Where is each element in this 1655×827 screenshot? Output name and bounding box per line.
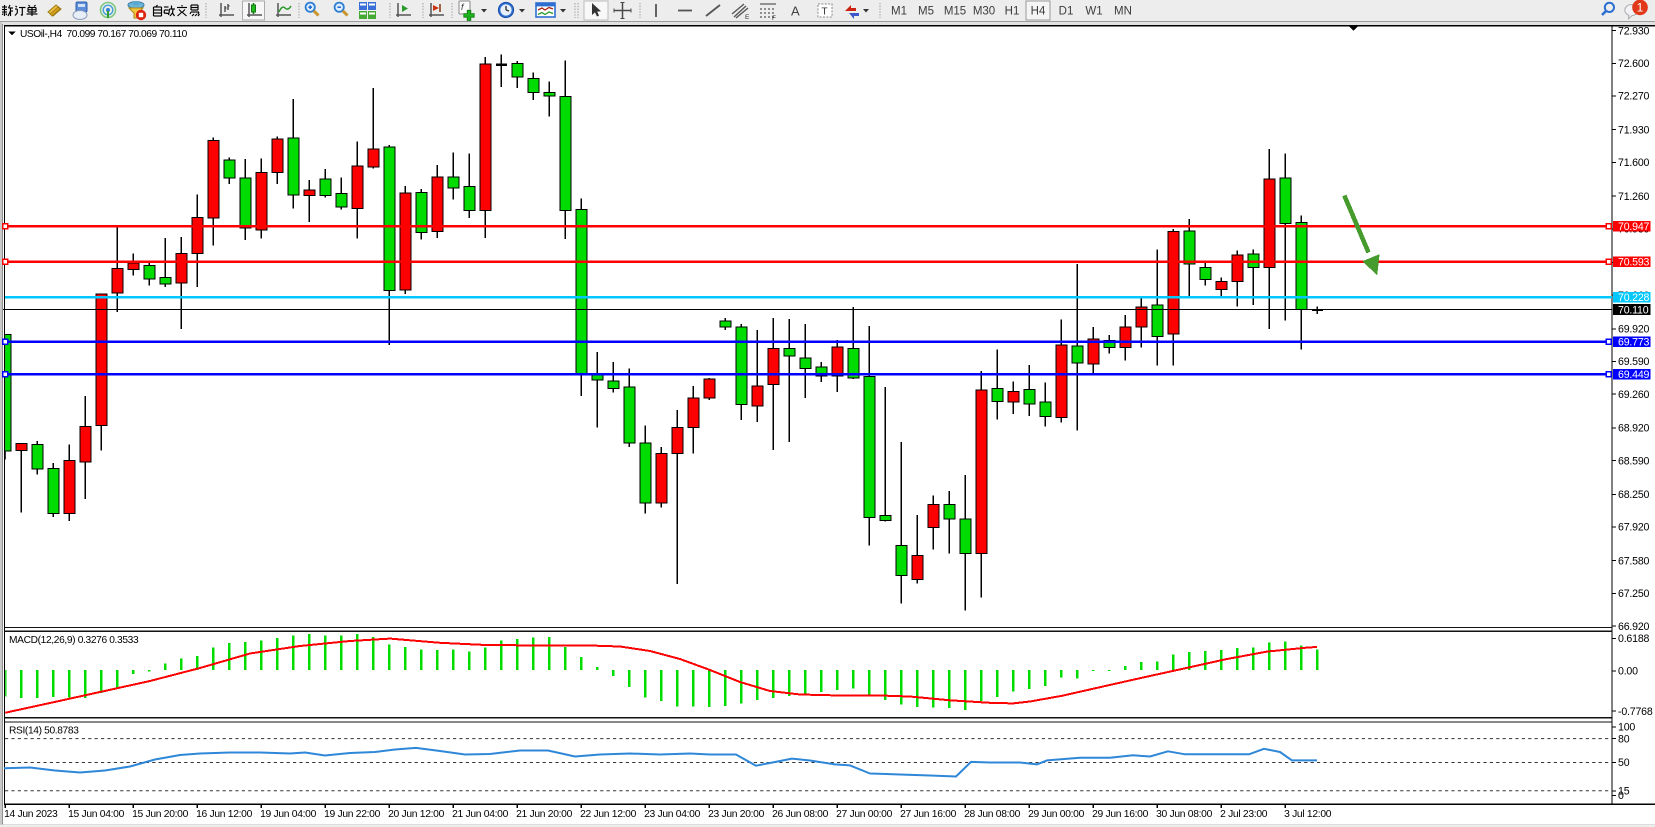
svg-text:69.449: 69.449: [1618, 369, 1650, 381]
svg-text:15 Jun 04:00: 15 Jun 04:00: [68, 809, 125, 820]
svg-text:D1: D1: [1059, 6, 1074, 18]
svg-text:21 Jun 04:00: 21 Jun 04:00: [452, 809, 509, 820]
svg-text:69.590: 69.590: [1618, 356, 1650, 368]
svg-text:W1: W1: [1085, 6, 1102, 18]
svg-text:67.250: 67.250: [1618, 588, 1650, 600]
svg-text:M30: M30: [973, 6, 995, 18]
svg-text:70.593: 70.593: [1618, 257, 1650, 269]
svg-text:RSI(14) 50.8783: RSI(14) 50.8783: [9, 725, 79, 736]
svg-text:72.930: 72.930: [1618, 25, 1650, 37]
svg-text:66.920: 66.920: [1618, 621, 1650, 633]
svg-text:29 Jun 00:00: 29 Jun 00:00: [1028, 809, 1085, 820]
svg-text:f: f: [461, 2, 465, 12]
svg-text:MACD(12,26,9) 0.3276 0.3533: MACD(12,26,9) 0.3276 0.3533: [9, 635, 139, 646]
svg-text:14 Jun 2023: 14 Jun 2023: [4, 809, 58, 820]
svg-text:H4: H4: [1031, 6, 1046, 18]
svg-text:MN: MN: [1114, 6, 1132, 18]
svg-text:71.600: 71.600: [1618, 157, 1650, 169]
svg-text:23 Jun 04:00: 23 Jun 04:00: [644, 809, 701, 820]
svg-text:M1: M1: [891, 6, 907, 18]
svg-text:67.920: 67.920: [1618, 522, 1650, 534]
svg-text:26 Jun 08:00: 26 Jun 08:00: [772, 809, 829, 820]
svg-text:3 Jul 12:00: 3 Jul 12:00: [1284, 809, 1332, 820]
svg-text:100: 100: [1618, 722, 1635, 734]
svg-text:21 Jun 20:00: 21 Jun 20:00: [516, 809, 573, 820]
svg-text:A: A: [791, 4, 800, 19]
svg-text:0.6188: 0.6188: [1618, 633, 1650, 645]
svg-text:2 Jul 23:00: 2 Jul 23:00: [1220, 809, 1268, 820]
svg-text:1: 1: [1637, 1, 1644, 15]
svg-text:68.250: 68.250: [1618, 489, 1650, 501]
svg-text:19 Jun 04:00: 19 Jun 04:00: [260, 809, 317, 820]
svg-text:68.590: 68.590: [1618, 455, 1650, 467]
svg-text:F: F: [772, 15, 776, 22]
svg-text:69.260: 69.260: [1618, 389, 1650, 401]
svg-text:71.260: 71.260: [1618, 191, 1650, 203]
svg-text:USOil-,H4 70.099 70.167 70.06: USOil-,H4 70.099 70.167 70.069 70.110: [20, 29, 188, 40]
svg-text:27 Jun 00:00: 27 Jun 00:00: [836, 809, 893, 820]
svg-text:19 Jun 22:00: 19 Jun 22:00: [324, 809, 381, 820]
svg-text:16 Jun 12:00: 16 Jun 12:00: [196, 809, 253, 820]
svg-text:M5: M5: [918, 6, 934, 18]
svg-text:67.580: 67.580: [1618, 555, 1650, 567]
svg-text:70.110: 70.110: [1618, 305, 1649, 317]
svg-text:E: E: [745, 14, 750, 21]
svg-text:0: 0: [1618, 790, 1624, 802]
svg-text:68.920: 68.920: [1618, 423, 1650, 435]
svg-text:M15: M15: [944, 6, 966, 18]
svg-text:80: 80: [1618, 733, 1630, 745]
svg-text:H1: H1: [1005, 6, 1020, 18]
svg-text:28 Jun 08:00: 28 Jun 08:00: [964, 809, 1021, 820]
svg-text:71.930: 71.930: [1618, 124, 1650, 136]
svg-text:72.600: 72.600: [1618, 58, 1650, 70]
svg-text:29 Jun 16:00: 29 Jun 16:00: [1092, 809, 1149, 820]
svg-text:T: T: [822, 7, 828, 18]
svg-text:69.920: 69.920: [1618, 324, 1650, 336]
svg-text:70.947: 70.947: [1618, 221, 1650, 233]
svg-text:27 Jun 16:00: 27 Jun 16:00: [900, 809, 957, 820]
svg-text:-0.7768: -0.7768: [1618, 706, 1653, 718]
svg-text:72.270: 72.270: [1618, 91, 1650, 103]
svg-text:23 Jun 20:00: 23 Jun 20:00: [708, 809, 765, 820]
svg-text:22 Jun 12:00: 22 Jun 12:00: [580, 809, 637, 820]
svg-text:50: 50: [1618, 757, 1630, 769]
svg-text:69.773: 69.773: [1618, 337, 1650, 349]
svg-text:30 Jun 08:00: 30 Jun 08:00: [1156, 809, 1213, 820]
svg-text:70.228: 70.228: [1618, 292, 1650, 304]
svg-text:20 Jun 12:00: 20 Jun 12:00: [388, 809, 445, 820]
svg-text:15: 15: [1618, 786, 1630, 798]
svg-text:15 Jun 20:00: 15 Jun 20:00: [132, 809, 189, 820]
svg-text:0.00: 0.00: [1618, 666, 1638, 678]
